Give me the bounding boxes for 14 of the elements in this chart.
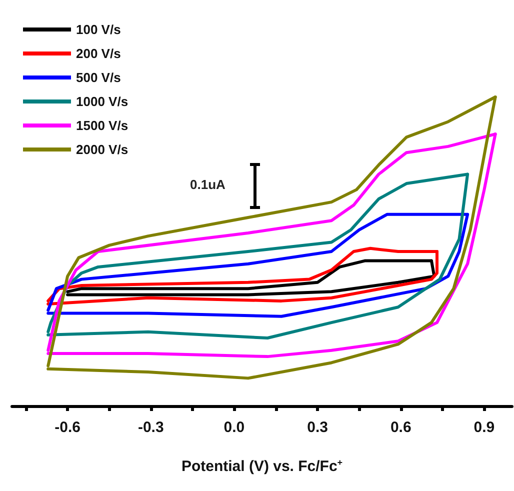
legend-label: 500 V/s bbox=[76, 70, 121, 85]
x-tick-label: 0.0 bbox=[224, 419, 245, 436]
legend-label: 1000 V/s bbox=[76, 94, 128, 109]
annotation: 0.1uA bbox=[190, 177, 226, 192]
x-tick-label: -0.6 bbox=[54, 419, 80, 436]
x-tick-label: 0.9 bbox=[474, 419, 495, 436]
legend-label: 2000 V/s bbox=[76, 142, 128, 157]
x-tick-label: 0.6 bbox=[390, 419, 412, 436]
legend-label: 1500 V/s bbox=[76, 118, 128, 133]
x-tick-label: 0.3 bbox=[307, 419, 328, 436]
x-tick-label: -0.3 bbox=[138, 419, 164, 436]
x-axis-title: Potential (V) vs. Fc/Fc+ bbox=[181, 458, 343, 475]
legend-label: 100 V/s bbox=[76, 22, 121, 37]
legend-label: 200 V/s bbox=[76, 46, 121, 61]
